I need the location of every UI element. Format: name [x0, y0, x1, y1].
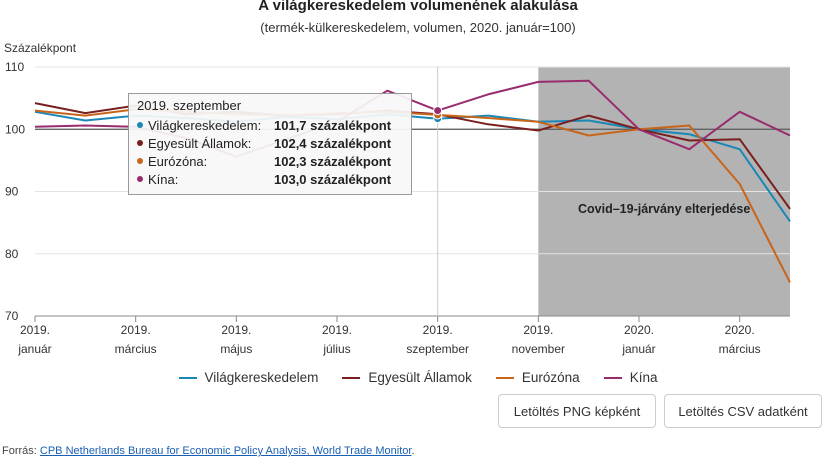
x-tick-label-month: január [621, 342, 655, 356]
legend-swatch [603, 376, 622, 379]
tooltip-series-value: 102,4 százalékpont [274, 135, 392, 151]
tooltip-series-name: Egyesült Államok: [148, 135, 252, 151]
tooltip-series-value: 103,0 százalékpont [274, 171, 392, 187]
legend-label: Világkereskedelem [204, 370, 319, 385]
chart-tooltip: 2019. szeptember Világkereskedelem: 101,7… [128, 93, 412, 195]
legend-item[interactable]: Eurózóna [495, 370, 580, 385]
chart-title: A világkereskedelem volumenének alakulás… [258, 0, 578, 14]
legend-swatch [342, 376, 361, 379]
tooltip-series-value: 101,7 százalékpont [274, 117, 392, 133]
tooltip-color-dot [137, 122, 143, 128]
x-tick-label-month: március [719, 342, 761, 356]
y-tick-label: 90 [5, 185, 19, 199]
tooltip-row: Egyesült Államok: 102,4 százalékpont [137, 134, 403, 152]
x-tick-label-month: szeptember [406, 342, 469, 356]
y-tick-label: 100 [5, 122, 25, 136]
hover-marker-4 [433, 106, 443, 116]
source-link[interactable]: CPB Netherlands Bureau for Economic Poli… [39, 445, 412, 457]
tooltip-row: Kína: 103,0 százalékpont [137, 170, 403, 188]
legend-swatch [495, 376, 514, 379]
legend-label: Egyesült Államok [368, 370, 472, 385]
x-tick-label-month: november [512, 342, 565, 356]
tooltip-color-dot [137, 176, 143, 182]
x-tick-label-month: július [322, 342, 350, 356]
tooltip-heading: 2019. szeptember [137, 98, 242, 113]
x-tick-label-year: 2019. [423, 323, 453, 337]
y-tick-label: 110 [5, 60, 24, 74]
x-tick-label-year: 2019. [121, 323, 151, 337]
tooltip-series-name: Eurózóna: [148, 153, 208, 169]
chart-legend: Világkereskedelem Egyesült Államok Eurózón… [0, 370, 836, 385]
x-tick-label-month: március [115, 342, 157, 356]
legend-swatch [178, 376, 197, 379]
y-tick-label: 70 [5, 309, 19, 323]
tooltip-color-dot [137, 140, 143, 146]
download-png-button[interactable]: Letöltés PNG képként [498, 394, 656, 428]
x-tick-label-year: 2020. [725, 323, 755, 337]
covid-band-label: Covid–19-járvány elterjedése [578, 202, 750, 216]
legend-label: Eurózóna [521, 370, 580, 385]
x-tick-label-month: május [220, 342, 252, 356]
legend-item[interactable]: Világkereskedelem [178, 370, 319, 385]
source-note: Forrás: CPB Netherlands Bureau for Econo… [2, 445, 415, 457]
tooltip-row: Eurózóna: 102,3 százalékpont [137, 152, 403, 170]
download-csv-button[interactable]: Letöltés CSV adatként [664, 394, 822, 428]
y-tick-label: 80 [5, 247, 19, 261]
line-chart[interactable]: Covid–19-járvány elterjedése 70 80 90 100 11… [0, 0, 836, 370]
source-suffix: . [411, 445, 415, 457]
tooltip-series-name: Kína: [148, 171, 179, 187]
x-tick-label-year: 2019. [322, 323, 352, 337]
y-axis-label: Százalékpont [4, 41, 77, 55]
tooltip-color-dot [137, 158, 143, 164]
tooltip-series-name: Világkereskedelem: [148, 117, 262, 133]
x-tick-label-year: 2019. [523, 323, 553, 337]
tooltip-row: Világkereskedelem: 101,7 százalékpont [137, 116, 403, 134]
legend-label: Kína [629, 370, 658, 385]
chart-subtitle: (termék-külkereskedelem, volumen, 2020. … [260, 20, 576, 35]
x-tick-label-year: 2020. [624, 323, 654, 337]
x-tick-label-year: 2019. [20, 323, 50, 337]
legend-item[interactable]: Egyesült Államok [342, 370, 472, 385]
tooltip-series-value: 102,3 százalékpont [274, 153, 392, 169]
x-tick-label-month: január [17, 342, 51, 356]
legend-item[interactable]: Kína [603, 370, 658, 385]
x-tick-label-year: 2019. [221, 323, 251, 337]
source-prefix: Forrás: [2, 445, 40, 457]
